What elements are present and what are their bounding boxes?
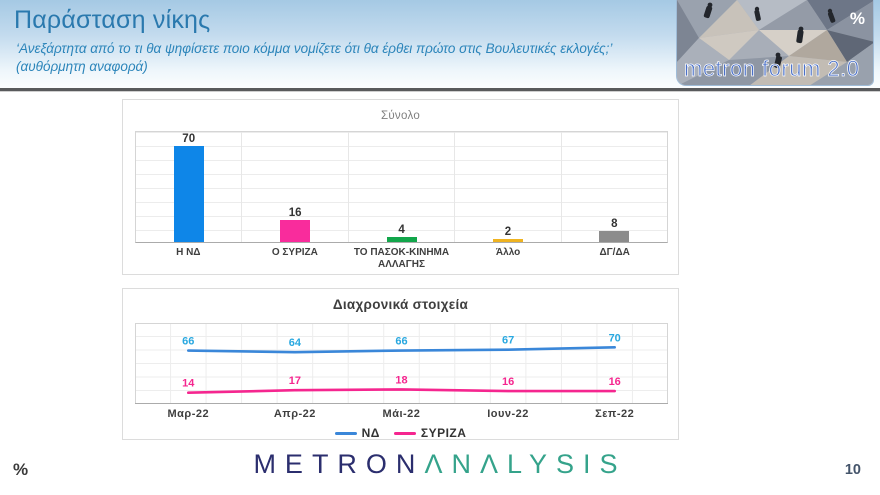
bar-category-label: ΤΟ ΠΑΣΟΚ-ΚΙΝΗΜΑ ΑΛΛΑΓΗΣ bbox=[353, 247, 450, 270]
line-point-label: 16 bbox=[609, 376, 621, 388]
header-divider-shadow bbox=[0, 91, 880, 92]
line-point-label: 67 bbox=[502, 335, 514, 347]
bar-category-label: ΔΓ/ΔΑ bbox=[599, 247, 630, 258]
percent-footnote: % bbox=[13, 460, 29, 479]
line-chart-panel: Διαχρονικά στοιχεία 66 64 66 67 70 14 17 18 16 16… bbox=[122, 288, 679, 440]
x-axis-tick-label: Μαρ-22 bbox=[167, 408, 210, 420]
header-divider bbox=[0, 88, 880, 91]
bar-column: 8 bbox=[562, 132, 667, 242]
bar-category-label: Άλλο bbox=[495, 247, 521, 258]
logo-wordmark: metron forum 2.0 bbox=[684, 56, 860, 81]
legend-label: ΣΥΡΙΖΑ bbox=[420, 426, 467, 440]
line-point-label: 66 bbox=[182, 336, 194, 348]
line-chart-x-axis: Μαρ-22 Απρ-22 Μάι-22 Ιουν-22 Σεπ-22 bbox=[135, 408, 668, 420]
bar-4 bbox=[599, 231, 630, 242]
x-axis-tick-label: Σεπ-22 bbox=[595, 408, 635, 420]
line-point-label: 14 bbox=[182, 378, 195, 390]
bar-value-label: 8 bbox=[611, 218, 618, 230]
legend-item: ΣΥΡΙΖΑ bbox=[393, 426, 467, 440]
brand-metron: METRON bbox=[253, 449, 425, 479]
bar-value-label: 2 bbox=[504, 226, 512, 239]
mosaic-pavement-image: % metron forum 2.0 bbox=[677, 0, 873, 85]
bar-column: 4 bbox=[349, 132, 456, 242]
metron-forum-logo: % metron forum 2.0 bbox=[676, 0, 874, 86]
bar-category-label: Ο ΣΥΡΙΖΑ bbox=[271, 247, 318, 258]
line-point-label: 66 bbox=[395, 336, 407, 348]
bar-chart-plot-area: 70 16 4 2 8 bbox=[135, 131, 668, 243]
line-chart-legend: ΝΔ ΣΥΡΙΖΑ bbox=[123, 426, 678, 440]
bar-category-label: Η ΝΔ bbox=[176, 247, 201, 258]
line-point-label: 70 bbox=[609, 332, 621, 344]
bar-1 bbox=[280, 220, 311, 242]
legend-item: ΝΔ bbox=[334, 426, 380, 440]
x-axis-tick-label: Μάι-22 bbox=[382, 408, 421, 420]
line-point-label: 16 bbox=[502, 376, 514, 388]
x-axis-tick-label: Ιουν-22 bbox=[487, 408, 529, 420]
line-point-label: 18 bbox=[395, 374, 407, 386]
legend-swatch bbox=[393, 431, 416, 435]
brand-analysis: ΛNΛLYSIS bbox=[424, 449, 627, 479]
bar-chart-title: Σύνολο bbox=[380, 110, 421, 122]
bar-column: 16 bbox=[242, 132, 349, 242]
pedestrian-figures bbox=[703, 2, 836, 69]
bar-column: 70 bbox=[136, 132, 243, 242]
bar-2 bbox=[386, 236, 417, 242]
x-axis-tick-label: Απρ-22 bbox=[273, 408, 316, 420]
bar-0 bbox=[173, 145, 204, 242]
bar-value-label: 70 bbox=[182, 132, 196, 145]
line-chart-title: Διαχρονικά στοιχεία bbox=[332, 297, 469, 312]
page-number: 10 bbox=[844, 462, 861, 478]
bar-chart-panel: Σύνολο 70 16 4 2 8 Η ΝΔ Ο ΣΥΡΙΖΑ ΤΟ ΠΑΣΟΚ-ΚΙΝΗ… bbox=[122, 99, 679, 275]
bar-value-label: 4 bbox=[398, 223, 405, 236]
page-subtitle: ‘Ανεξάρτητα από το τι θα ψηφίσετε ποιο κ… bbox=[16, 41, 612, 74]
bar-column: 2 bbox=[455, 132, 562, 242]
bar-chart-category-axis: Η ΝΔ Ο ΣΥΡΙΖΑ ΤΟ ΠΑΣΟΚ-ΚΙΝΗΜΑ ΑΛΛΑΓΗΣ Άλλο Δ… bbox=[135, 247, 668, 271]
line-point-label: 64 bbox=[289, 337, 302, 349]
line-chart-plot-area: 66 64 66 67 70 14 17 18 16 16 bbox=[135, 323, 668, 404]
bar-value-label: 16 bbox=[288, 207, 302, 219]
metron-analysis-logo: METRONΛNΛLYSIS bbox=[0, 449, 880, 480]
logo-percent-symbol: % bbox=[850, 9, 865, 28]
page-title: Παράσταση νίκης bbox=[14, 6, 211, 34]
legend-label: ΝΔ bbox=[361, 426, 380, 440]
legend-swatch bbox=[334, 431, 357, 435]
line-point-label: 17 bbox=[289, 375, 301, 387]
bar-3 bbox=[492, 239, 523, 242]
